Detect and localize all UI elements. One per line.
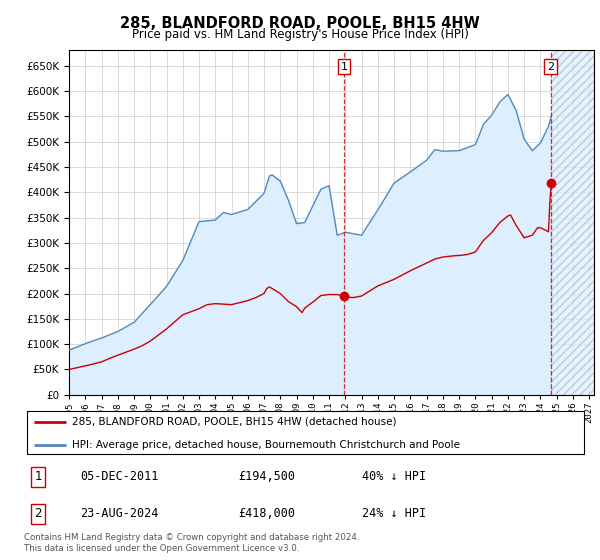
Text: £194,500: £194,500	[238, 470, 295, 483]
Text: 05-DEC-2011: 05-DEC-2011	[80, 470, 159, 483]
Polygon shape	[551, 40, 594, 395]
Text: 2: 2	[547, 62, 554, 72]
Text: 24% ↓ HPI: 24% ↓ HPI	[362, 507, 427, 520]
Text: 1: 1	[341, 62, 347, 72]
Text: HPI: Average price, detached house, Bournemouth Christchurch and Poole: HPI: Average price, detached house, Bour…	[72, 440, 460, 450]
Text: £418,000: £418,000	[238, 507, 295, 520]
Text: 1: 1	[34, 470, 42, 483]
Text: 285, BLANDFORD ROAD, POOLE, BH15 4HW: 285, BLANDFORD ROAD, POOLE, BH15 4HW	[120, 16, 480, 31]
Text: 23-AUG-2024: 23-AUG-2024	[80, 507, 159, 520]
Text: 40% ↓ HPI: 40% ↓ HPI	[362, 470, 427, 483]
Text: Contains HM Land Registry data © Crown copyright and database right 2024.
This d: Contains HM Land Registry data © Crown c…	[24, 533, 359, 553]
FancyBboxPatch shape	[27, 410, 584, 455]
Text: 2: 2	[34, 507, 42, 520]
Text: 285, BLANDFORD ROAD, POOLE, BH15 4HW (detached house): 285, BLANDFORD ROAD, POOLE, BH15 4HW (de…	[72, 417, 397, 427]
Text: Price paid vs. HM Land Registry's House Price Index (HPI): Price paid vs. HM Land Registry's House …	[131, 28, 469, 41]
